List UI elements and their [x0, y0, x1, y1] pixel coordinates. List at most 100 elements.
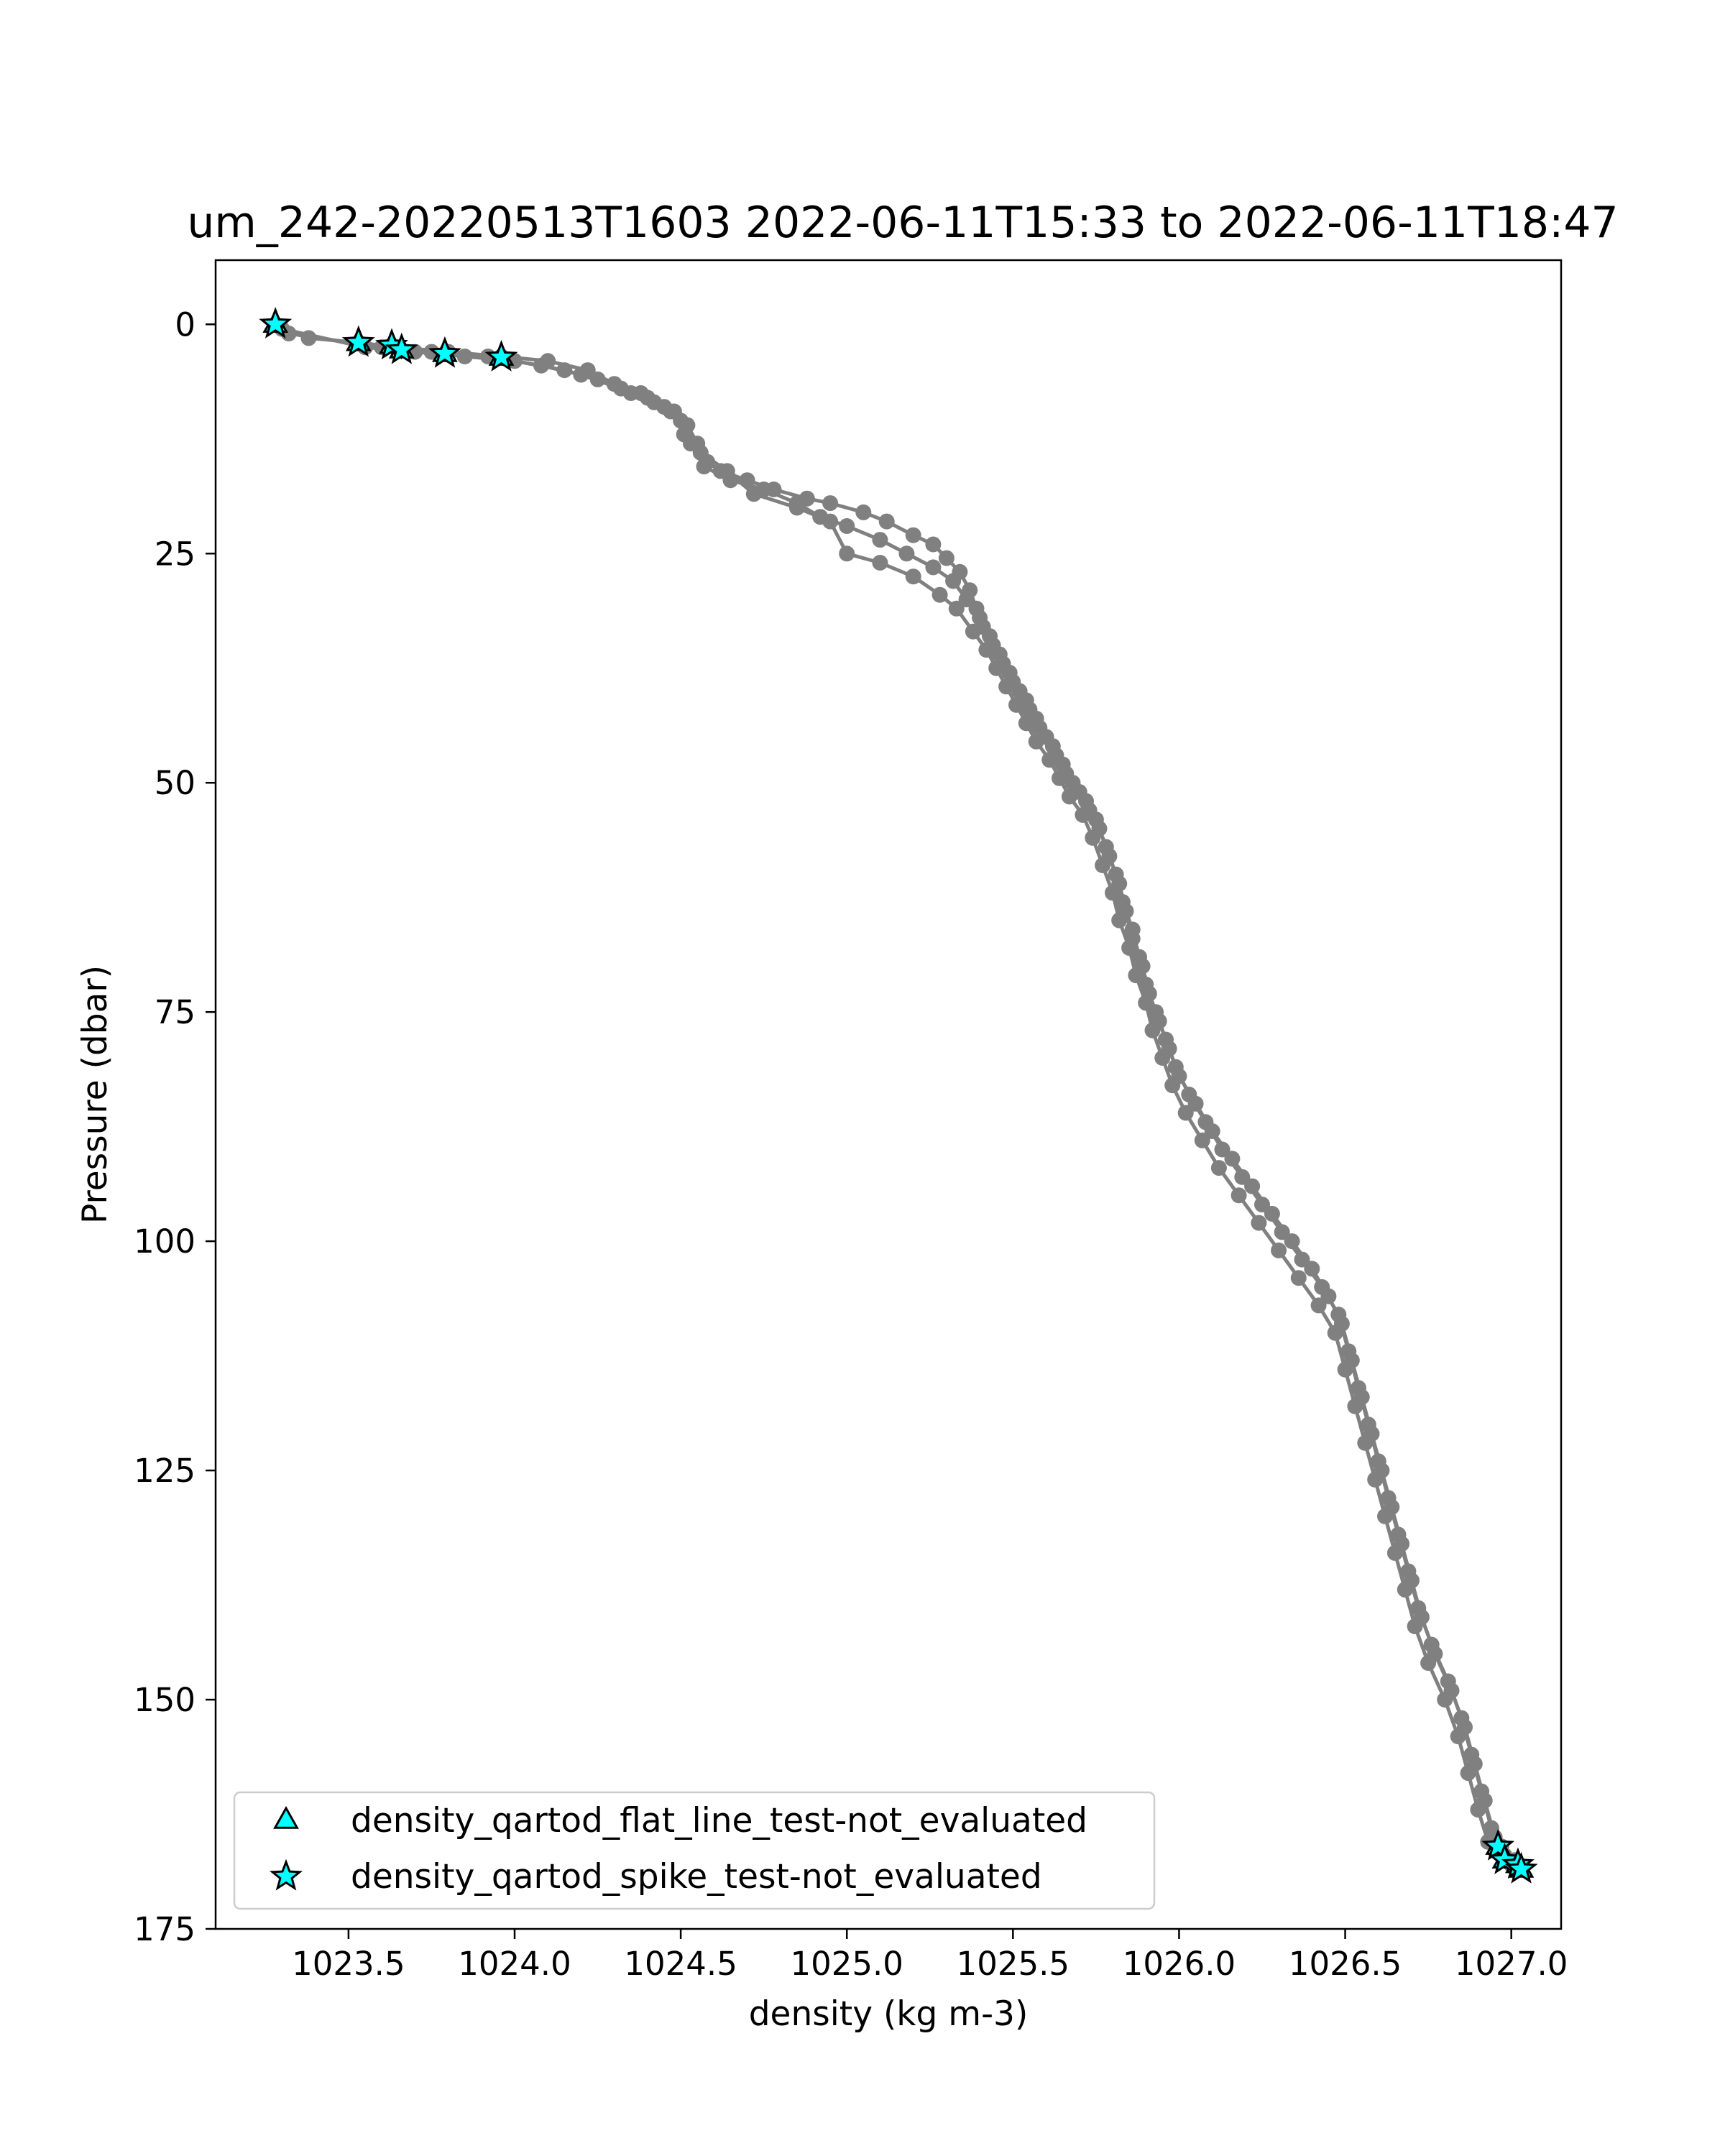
profile-point — [905, 568, 921, 585]
spike-marker — [428, 336, 462, 368]
profile-point — [1061, 788, 1077, 805]
spike-marker — [385, 332, 418, 364]
profile-point — [965, 623, 981, 640]
legend-box — [233, 1791, 1156, 1910]
x-tick-label: 1025.0 — [790, 1945, 903, 1983]
y-tick-label: 125 — [134, 1452, 196, 1490]
profile-point — [696, 459, 712, 475]
profile-point — [1108, 866, 1124, 883]
profile-point — [1367, 1471, 1384, 1488]
y-tick-label: 25 — [155, 535, 196, 573]
profile-point — [1021, 701, 1038, 718]
profile-point — [1483, 1820, 1499, 1836]
y-tick-label: 175 — [134, 1910, 196, 1948]
profile-point — [719, 463, 735, 479]
profile-point — [1001, 665, 1018, 681]
x-tick-label: 1027.0 — [1455, 1945, 1568, 1983]
x-tick-label: 1024.5 — [624, 1945, 737, 1983]
profile-point — [1410, 1600, 1427, 1616]
profile-point — [1197, 1114, 1214, 1130]
profile-point — [1121, 939, 1138, 956]
profile-point — [1370, 1453, 1386, 1470]
profile-point — [1234, 1169, 1251, 1185]
profile-point — [925, 536, 942, 553]
profile-point — [898, 545, 915, 562]
x-tick-label: 1026.5 — [1289, 1945, 1402, 1983]
profile-point — [1290, 1270, 1307, 1286]
profile-point — [1148, 1004, 1164, 1021]
profile-point — [998, 678, 1015, 695]
profile-point — [1357, 1434, 1374, 1451]
profile-point — [1440, 1673, 1456, 1690]
profile-point — [745, 486, 762, 502]
spike-marker — [484, 339, 518, 372]
profile-point — [1031, 719, 1048, 736]
y-axis: 0 25 50 75 100 125 150 175 — [134, 305, 216, 1948]
profile-point — [1423, 1636, 1440, 1653]
profile-point — [878, 513, 895, 530]
profile-point — [925, 559, 942, 576]
profile-point — [423, 344, 440, 360]
x-tick-label: 1023.5 — [292, 1945, 405, 1983]
spike-marker — [341, 325, 375, 357]
profile-point — [1008, 696, 1024, 713]
profile-point — [1154, 1050, 1171, 1066]
profile-point — [1400, 1563, 1417, 1580]
profile-point — [1380, 1490, 1397, 1506]
profile-point — [905, 527, 921, 543]
profile-point — [932, 586, 948, 603]
spike-marker — [1504, 1851, 1538, 1884]
profile-point — [1437, 1692, 1453, 1708]
x-axis: 1023.5 1024.0 1024.5 1025.0 1025.5 1026.0 1026… — [292, 1929, 1568, 1983]
profile-point — [1194, 1132, 1210, 1148]
y-tick-label: 75 — [155, 993, 196, 1031]
profile-point — [1327, 1325, 1343, 1341]
profile-point — [1251, 1215, 1267, 1231]
y-axis-label: Pressure (dbar) — [75, 965, 115, 1224]
profile-point — [1294, 1251, 1310, 1268]
profile-point — [1128, 967, 1144, 984]
profile-point — [1018, 715, 1034, 732]
profile-point — [1264, 1205, 1280, 1222]
profile-point — [1463, 1746, 1480, 1763]
profile-point — [1314, 1279, 1330, 1295]
profile-point — [1360, 1416, 1376, 1433]
legend-label-flat-line: density_qartod_flat_line_test-not_evalua… — [351, 1801, 1087, 1841]
profile-point — [1386, 1544, 1403, 1561]
profile-point — [1453, 1710, 1470, 1726]
profile-point — [1138, 995, 1154, 1011]
profile-point — [1450, 1728, 1466, 1745]
profile-point — [872, 532, 888, 548]
profile-point — [1351, 1380, 1366, 1396]
profile-point — [1330, 1307, 1347, 1323]
profile-point — [948, 600, 965, 617]
y-tick-label: 0 — [175, 305, 196, 344]
profile-point — [822, 495, 839, 512]
x-tick-label: 1024.0 — [458, 1945, 571, 1983]
legend-label-spike: density_qartod_spike_test-not_evaluated — [351, 1857, 1042, 1897]
profile-point — [1095, 857, 1111, 873]
profile-point — [1254, 1197, 1270, 1213]
profile-point — [839, 545, 855, 562]
profile-point — [1274, 1224, 1290, 1240]
legend-star-marker — [269, 1858, 303, 1891]
profile-point — [1041, 752, 1058, 768]
profile-point — [1105, 885, 1121, 901]
profile-point — [1054, 756, 1071, 773]
axes-frame — [214, 259, 1563, 1930]
profile-point — [1181, 1087, 1197, 1102]
profile-point — [1177, 1105, 1194, 1121]
profile-point — [1390, 1526, 1407, 1543]
y-tick-label: 150 — [134, 1681, 196, 1719]
profile-point — [1167, 1059, 1184, 1075]
profile-point — [676, 426, 692, 443]
profile-point — [788, 499, 805, 516]
profile-point — [855, 504, 872, 520]
profile-point — [1347, 1398, 1363, 1414]
profile-point — [1064, 775, 1081, 791]
profile-point — [612, 380, 629, 397]
profile-point — [692, 444, 709, 461]
legend: density_qartod_flat_line_test-not_evalua… — [233, 1791, 1156, 1910]
profile-point — [1075, 806, 1091, 823]
profile-point — [1214, 1141, 1230, 1158]
